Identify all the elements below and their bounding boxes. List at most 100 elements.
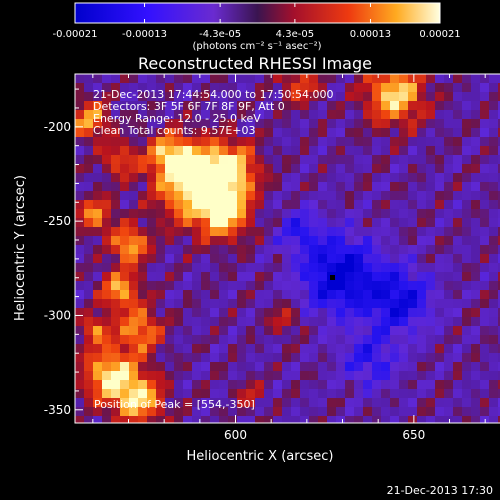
heatmap-pixel [453,245,463,255]
heatmap-pixel [255,308,265,318]
heatmap-pixel [228,218,238,228]
heatmap-pixel [282,110,292,120]
heatmap-pixel [156,281,166,291]
heatmap-pixel [273,317,283,327]
heatmap-pixel [219,137,229,147]
heatmap-pixel [165,416,175,423]
heatmap-pixel [471,74,481,84]
heatmap-pixel [201,101,211,111]
heatmap-pixel [408,218,418,228]
heatmap-pixel [336,353,346,363]
heatmap-pixel [273,308,283,318]
heatmap-pixel [237,137,247,147]
heatmap-pixel [417,155,427,165]
heatmap-pixel [300,218,310,228]
heatmap-pixel [75,416,85,423]
heatmap-pixel [426,245,436,255]
heatmap-pixel [417,119,427,129]
heatmap-pixel [291,389,301,399]
heatmap-pixel [201,416,211,423]
heatmap-pixel [174,371,184,381]
heatmap-pixel [489,398,499,408]
heatmap-pixel [237,164,247,174]
heatmap-pixel [498,83,500,93]
heatmap-pixel [363,371,373,381]
heatmap-pixel [111,326,121,336]
heatmap-pixel [174,290,184,300]
heatmap-pixel [210,83,220,93]
heatmap-pixel [93,146,103,156]
heatmap-pixel [417,272,427,282]
heatmap-pixel [255,245,265,255]
heatmap-pixel [462,317,472,327]
heatmap-pixel [408,182,418,192]
heatmap-pixel [156,416,166,423]
heatmap-pixel [372,416,382,423]
heatmap-pixel [336,218,346,228]
heatmap-pixel [426,326,436,336]
heatmap-pixel [273,380,283,390]
heatmap-pixel [228,200,238,210]
heatmap-pixel [471,128,481,138]
heatmap-pixel [210,254,220,264]
heatmap-pixel [165,92,175,102]
heatmap-pixel [237,344,247,354]
heatmap-pixel [345,254,355,264]
heatmap-pixel [255,317,265,327]
colorbar-tick-label: -4.3e-05 [199,29,241,40]
heatmap-pixel [489,380,499,390]
heatmap-pixel [453,416,463,423]
heatmap-pixel [264,290,274,300]
heatmap-pixel [498,164,500,174]
annotation-peak-position: Position of Peak = [554,-350] [94,398,255,411]
heatmap-pixel [273,398,283,408]
heatmap-pixel [372,155,382,165]
heatmap-pixel [327,254,337,264]
heatmap-pixel [309,101,319,111]
heatmap-pixel [111,155,121,165]
heatmap-pixel [291,407,301,417]
heatmap-pixel [93,380,103,390]
heatmap-pixel [210,128,220,138]
heatmap-pixel [327,74,337,84]
heatmap-pixel [192,272,202,282]
heatmap-pixel [129,272,139,282]
heatmap-pixel [345,290,355,300]
heatmap-pixel [471,245,481,255]
heatmap-pixel [192,281,202,291]
colorbar [74,2,441,24]
heatmap-pixel [345,200,355,210]
heatmap-pixel [120,380,130,390]
heatmap-pixel [102,308,112,318]
heatmap-pixel [183,227,193,237]
heatmap-pixel [102,362,112,372]
heatmap-pixel [426,371,436,381]
heatmap-pixel [147,416,157,423]
heatmap-pixel [219,416,229,423]
heatmap-pixel [300,164,310,174]
heatmap-pixel [120,353,130,363]
heatmap-pixel [84,344,94,354]
heatmap-pixel [291,245,301,255]
heatmap-pixel [381,335,391,345]
heatmap-pixel [264,398,274,408]
heatmap-pixel [246,308,256,318]
heatmap-pixel [318,398,328,408]
heatmap-pixel [129,353,139,363]
heatmap-pixel [354,227,364,237]
heatmap-pixel [390,164,400,174]
heatmap-pixel [120,308,130,318]
heatmap-pixel [318,308,328,318]
heatmap-pixel [174,92,184,102]
heatmap-pixel [138,389,148,399]
heatmap-pixel [435,164,445,174]
heatmap-pixel [417,209,427,219]
heatmap-pixel [372,101,382,111]
heatmap-pixel [147,119,157,129]
heatmap-pixel [426,254,436,264]
heatmap-pixel [426,308,436,318]
heatmap-pixel [93,74,103,84]
heatmap-pixel [309,83,319,93]
heatmap-pixel [381,353,391,363]
heatmap-pixel [165,371,175,381]
